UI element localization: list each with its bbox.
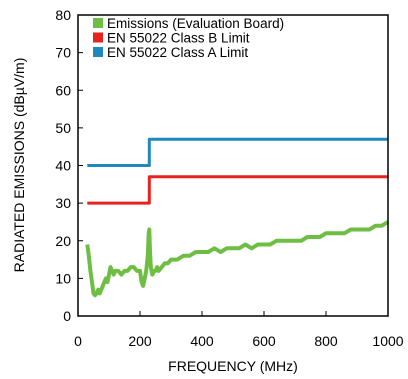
y-tick-label: 40: [55, 158, 71, 174]
y-axis-title: RADIATED EMISSIONS (dBµV/m): [11, 58, 27, 273]
series-layer: [85, 137, 390, 298]
y-tick-label: 0: [63, 308, 71, 324]
y-tick-label: 60: [55, 82, 71, 98]
legend: Emissions (Evaluation Board)EN 55022 Cla…: [93, 16, 284, 60]
x-ticks: 0 200 400 600 800 1000: [74, 311, 404, 349]
series-line-2: [87, 137, 388, 167]
x-tick-label: 600: [252, 333, 276, 349]
y-tick-label: 20: [55, 233, 71, 249]
y-tick-label: 80: [55, 7, 71, 23]
series-line-0: [85, 220, 390, 298]
y-tick-label: 50: [55, 120, 71, 136]
y-tick-label: 70: [55, 45, 71, 61]
legend-swatch: [93, 47, 103, 57]
legend-label: EN 55022 Class B Limit: [107, 31, 250, 46]
x-tick-label: 400: [190, 333, 214, 349]
legend-swatch: [93, 18, 103, 28]
x-tick-label: 800: [314, 333, 338, 349]
x-tick-label: 0: [74, 333, 82, 349]
y-tick-label: 10: [55, 270, 71, 286]
series-line-1: [87, 175, 388, 205]
x-tick-label: 200: [128, 333, 152, 349]
legend-swatch: [93, 32, 103, 43]
x-tick-label: 1000: [372, 333, 403, 349]
legend-label: Emissions (Evaluation Board): [107, 16, 284, 31]
y-ticks: 0 10 20 30 40 50 60 70 80: [55, 7, 83, 324]
legend-label: EN 55022 Class A Limit: [107, 45, 248, 60]
x-axis-title: FREQUENCY (MHz): [168, 358, 298, 374]
y-tick-label: 30: [55, 195, 71, 211]
